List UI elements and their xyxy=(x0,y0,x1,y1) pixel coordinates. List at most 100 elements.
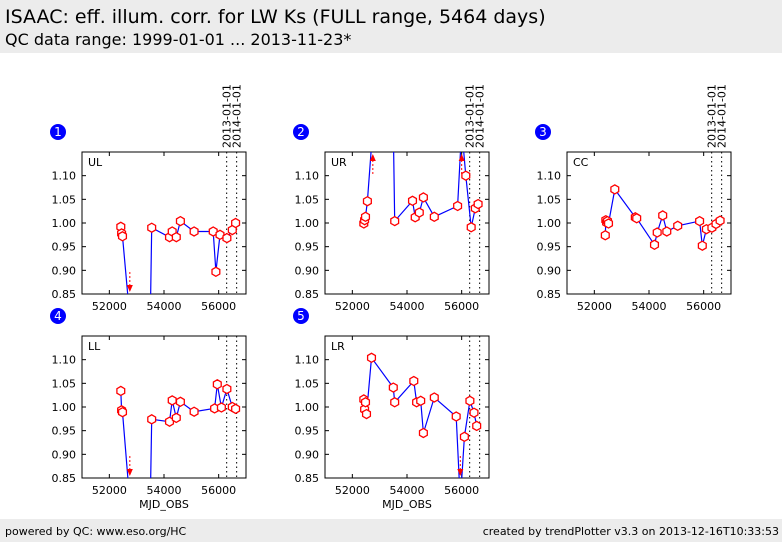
data-point xyxy=(407,195,418,207)
offscale-arrow-down xyxy=(457,469,464,476)
data-point xyxy=(147,414,157,425)
data-point xyxy=(472,420,482,432)
panel-badge-number: 3 xyxy=(539,125,547,139)
data-point xyxy=(362,195,372,207)
panel-badge xyxy=(535,124,551,140)
offscale-arrow-up xyxy=(458,154,465,161)
y-tick-label: 1.05 xyxy=(295,193,320,206)
panel-badge-number: 4 xyxy=(54,309,62,323)
x-axis-label: MJD_OBS xyxy=(382,498,432,511)
data-point xyxy=(189,226,199,237)
x-tick-label: 52000 xyxy=(92,300,127,313)
panel-badge-number: 5 xyxy=(297,309,305,323)
panel-badge xyxy=(293,124,309,140)
qc-data-range: QC data range: 1999-01-01 ... 2013-11-23… xyxy=(5,30,352,49)
data-point xyxy=(366,352,377,364)
data-point xyxy=(231,403,241,415)
y-tick-label: 0.95 xyxy=(295,425,320,438)
data-point xyxy=(216,402,226,413)
data-point xyxy=(211,266,221,278)
x-tick-label: 54000 xyxy=(632,300,667,313)
panel-label: UR xyxy=(331,156,347,169)
panel-badge xyxy=(50,308,66,324)
date-marker-label: 2014-01-01 xyxy=(231,84,244,148)
data-point xyxy=(465,395,475,407)
panel-label: CC xyxy=(573,156,589,169)
offscale-arrow-down xyxy=(126,469,133,476)
panel-badge xyxy=(50,124,66,140)
panel-2: 2 UR 0.85 0.90 0.95 1.00 1.05 1.10 52000 54000 560… xyxy=(293,84,490,313)
y-tick-label: 1.05 xyxy=(537,193,562,206)
offscale-arrow-up xyxy=(369,154,376,161)
data-point xyxy=(360,211,371,223)
y-tick-label: 0.85 xyxy=(295,288,320,301)
x-tick-label: 52000 xyxy=(335,484,370,497)
y-tick-label: 1.00 xyxy=(295,401,320,414)
data-point xyxy=(715,215,725,226)
data-point xyxy=(697,240,707,251)
data-point xyxy=(473,198,483,210)
panel-label: LR xyxy=(331,340,345,353)
panel-4: 4 LL 0.85 0.90 0.95 1.00 1.05 1.10 52000 54000 560… xyxy=(50,308,247,511)
data-point xyxy=(414,207,424,218)
y-tick-label: 1.10 xyxy=(52,170,77,183)
data-point xyxy=(222,232,232,244)
panel-3: 3 CC 0.85 0.90 0.95 1.00 1.05 1.10 52000 54000 560… xyxy=(535,84,732,313)
x-tick-label: 52000 xyxy=(92,484,127,497)
data-point xyxy=(171,412,181,424)
y-tick-label: 1.05 xyxy=(52,377,77,390)
date-marker-label: 2013-01-01 xyxy=(221,84,234,148)
y-tick-label: 0.90 xyxy=(52,448,77,461)
y-tick-label: 0.95 xyxy=(537,241,562,254)
y-tick-label: 0.85 xyxy=(295,472,320,485)
data-point xyxy=(171,231,181,243)
data-point xyxy=(116,385,126,397)
panel-badge-number: 2 xyxy=(297,125,305,139)
data-point xyxy=(390,215,400,227)
panel-badge xyxy=(293,308,309,324)
y-tick-label: 0.90 xyxy=(52,264,77,277)
y-tick-label: 0.85 xyxy=(52,472,77,485)
data-point xyxy=(658,210,668,221)
data-point xyxy=(416,395,426,407)
data-point xyxy=(459,431,469,443)
data-point xyxy=(212,379,222,390)
data-point xyxy=(603,218,614,229)
panel-badge-number: 1 xyxy=(54,125,62,139)
footer-created-by: created by trendPlotter v3.3 on 2013-12-… xyxy=(482,525,779,538)
x-tick-label: 52000 xyxy=(335,300,370,313)
y-tick-label: 1.05 xyxy=(295,377,320,390)
data-point xyxy=(418,192,428,203)
data-point xyxy=(469,407,479,418)
data-point xyxy=(390,397,400,408)
y-tick-label: 1.10 xyxy=(52,354,77,367)
data-point xyxy=(695,215,705,227)
x-tick-label: 56000 xyxy=(201,484,236,497)
y-tick-label: 0.95 xyxy=(52,425,77,438)
data-point xyxy=(662,226,672,237)
data-point xyxy=(167,395,177,406)
y-tick-label: 0.90 xyxy=(537,264,562,277)
plot-frame xyxy=(81,151,247,295)
y-tick-label: 1.10 xyxy=(537,170,562,183)
y-tick-label: 1.10 xyxy=(295,354,320,367)
date-marker-label: 2013-01-01 xyxy=(464,84,477,148)
y-tick-label: 0.85 xyxy=(537,288,562,301)
data-point xyxy=(429,392,439,403)
data-point xyxy=(652,227,662,238)
data-point xyxy=(360,397,371,408)
data-point xyxy=(600,230,610,241)
data-point xyxy=(117,406,128,418)
panel-1: 1 UL 0.85 0.90 0.95 1.00 1.05 1.10 52000 54000 560… xyxy=(50,84,247,313)
x-tick-label: 54000 xyxy=(147,300,182,313)
panel-label: UL xyxy=(88,156,103,169)
y-tick-label: 1.10 xyxy=(295,170,320,183)
header-bar: ISAAC: eff. illum. corr. for LW Ks (FULL… xyxy=(0,0,782,53)
data-point xyxy=(222,383,232,395)
x-axis-label: MJD_OBS xyxy=(139,498,189,511)
date-marker-label: 2013-01-01 xyxy=(706,84,719,148)
data-point xyxy=(361,408,372,420)
data-point xyxy=(451,411,461,422)
data-point xyxy=(418,427,428,439)
